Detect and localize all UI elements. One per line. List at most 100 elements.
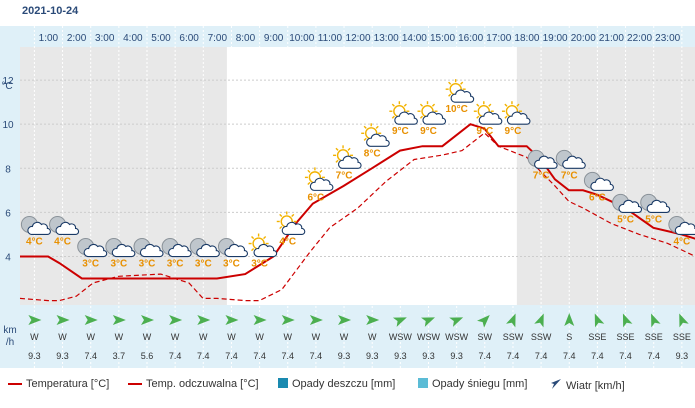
night-band-0 — [20, 47, 227, 305]
wind-arrow-shape — [253, 315, 267, 325]
cloud-shape — [168, 243, 192, 258]
wind-arrow-icon — [112, 315, 126, 325]
temp-data-label: 9°C — [420, 126, 437, 137]
wind-speed-label: 7.4 — [507, 351, 520, 361]
y-tick-label: 8 — [5, 164, 11, 175]
legend-temperature-swatch — [8, 383, 22, 386]
wind-direction-label: W — [312, 332, 321, 342]
wind-arrow-icon — [506, 313, 516, 328]
sun-ray — [504, 115, 508, 119]
temp-data-label: 4°C — [279, 236, 296, 247]
wind-direction-label: SSE — [673, 332, 691, 342]
hour-label: 20:00 — [571, 33, 596, 44]
wind-direction-label: SSE — [645, 332, 663, 342]
y-tick-label: 4 — [5, 252, 11, 263]
cloud-shape — [196, 243, 220, 258]
wind-arrow-shape — [534, 313, 544, 328]
wind-direction-label: SSW — [531, 332, 552, 342]
cloudy-night-icon — [20, 215, 51, 236]
wind-speed-label: 5.6 — [141, 351, 154, 361]
sun-ray — [391, 115, 395, 119]
cloud-shape — [618, 199, 643, 213]
wind-direction-label: W — [115, 332, 124, 342]
wind-unit-label: km — [3, 325, 16, 336]
sun-ray — [448, 93, 452, 97]
wind-direction-label: W — [340, 332, 349, 342]
wind-direction-label: WSW — [417, 332, 440, 342]
wind-speed-label: 9.3 — [366, 351, 379, 361]
hourly-forecast-chart: 1:00 2:00 3:00 4:00 5:00 6:00 7:00 8:00 9:00 10:0… — [0, 26, 695, 368]
wind-arrow-shape — [338, 315, 352, 325]
hour-label: 10:00 — [289, 33, 314, 44]
hour-label: 23:00 — [655, 33, 680, 44]
wind-direction-label: W — [227, 332, 236, 342]
wind-arrow-icon — [679, 313, 689, 328]
wind-arrow-icon — [564, 313, 575, 326]
temp-data-label: 3°C — [195, 259, 212, 270]
sun-ray — [279, 225, 283, 230]
wind-row-band — [20, 305, 695, 368]
sun-ray — [375, 125, 379, 129]
legend-feels-like-swatch — [128, 383, 142, 386]
chart-legend: Temperatura [°C] Temp. odczuwalna [°C] O… — [0, 372, 695, 398]
sun-ray — [476, 103, 480, 107]
wind-arrow-icon — [56, 315, 70, 325]
cloudy-night-icon — [189, 238, 220, 258]
cloud-shape — [478, 111, 503, 125]
temp-data-label: 8°C — [364, 148, 381, 159]
sun-ray — [291, 213, 295, 218]
hour-label: 7:00 — [208, 33, 228, 44]
legend-item-snow: Opady śniegu [mm] — [418, 378, 527, 390]
wind-speed-label: 9.3 — [338, 351, 351, 361]
cloudy-night-icon — [612, 193, 643, 213]
wind-arrow-icon — [28, 315, 42, 325]
hour-label: 6:00 — [179, 33, 199, 44]
hour-label: 9:00 — [264, 33, 284, 44]
wind-arrow-shape — [679, 313, 689, 328]
wind-direction-label: WSW — [445, 332, 468, 342]
wind-direction-label: W — [255, 332, 264, 342]
temp-data-label: 9°C — [392, 126, 409, 137]
wind-arrow-icon — [421, 317, 435, 327]
sun-ray — [419, 115, 424, 119]
hour-label: 13:00 — [374, 33, 399, 44]
sun-ray — [307, 181, 311, 185]
wind-arrow-shape — [225, 315, 239, 325]
temp-data-label: 9°C — [476, 126, 493, 137]
temp-data-label: 9°C — [505, 126, 522, 137]
wind-arrow-shape — [449, 317, 464, 327]
wind-speed-label: 7.4 — [619, 351, 632, 361]
partly-cloudy-sun-icon — [417, 101, 446, 125]
feels-like-line — [19, 132, 695, 302]
cloudy-night-icon — [161, 238, 192, 258]
wind-arrow-shape — [421, 317, 435, 327]
wind-arrow-shape — [141, 315, 154, 325]
legend-item-wind: Wiatr [km/h] — [550, 378, 625, 392]
temp-data-label: 4°C — [673, 236, 690, 247]
wind-arrow-icon — [141, 315, 154, 325]
y-tick-label: 10 — [2, 120, 14, 131]
wind-arrow-shape — [564, 313, 575, 326]
cloud-shape — [338, 155, 362, 169]
cloud-shape — [139, 243, 164, 258]
wind-speed-label: 7.4 — [281, 351, 294, 361]
wind-arrow-shape — [197, 315, 211, 325]
wind-arrow-icon — [534, 313, 544, 328]
wind-arrow-icon — [651, 313, 661, 328]
cloud-shape — [27, 221, 51, 236]
wind-speed-label: 7.4 — [197, 351, 210, 361]
sun-ray — [319, 169, 323, 173]
partly-cloudy-sun-icon — [276, 211, 306, 236]
hour-label: 4:00 — [123, 33, 143, 44]
cloud-shape — [646, 199, 671, 213]
wind-arrow-icon — [169, 315, 183, 325]
temp-data-label: 3°C — [223, 259, 240, 270]
legend-rain-swatch — [278, 378, 288, 388]
hour-label: 1:00 — [39, 33, 59, 44]
wind-arrow-shape — [84, 315, 98, 325]
sun-ray — [251, 247, 255, 252]
wind-arrow-icon — [366, 315, 380, 325]
wind-direction-label: W — [284, 332, 293, 342]
sun-ray — [403, 103, 407, 107]
cloud-shape — [394, 111, 418, 125]
